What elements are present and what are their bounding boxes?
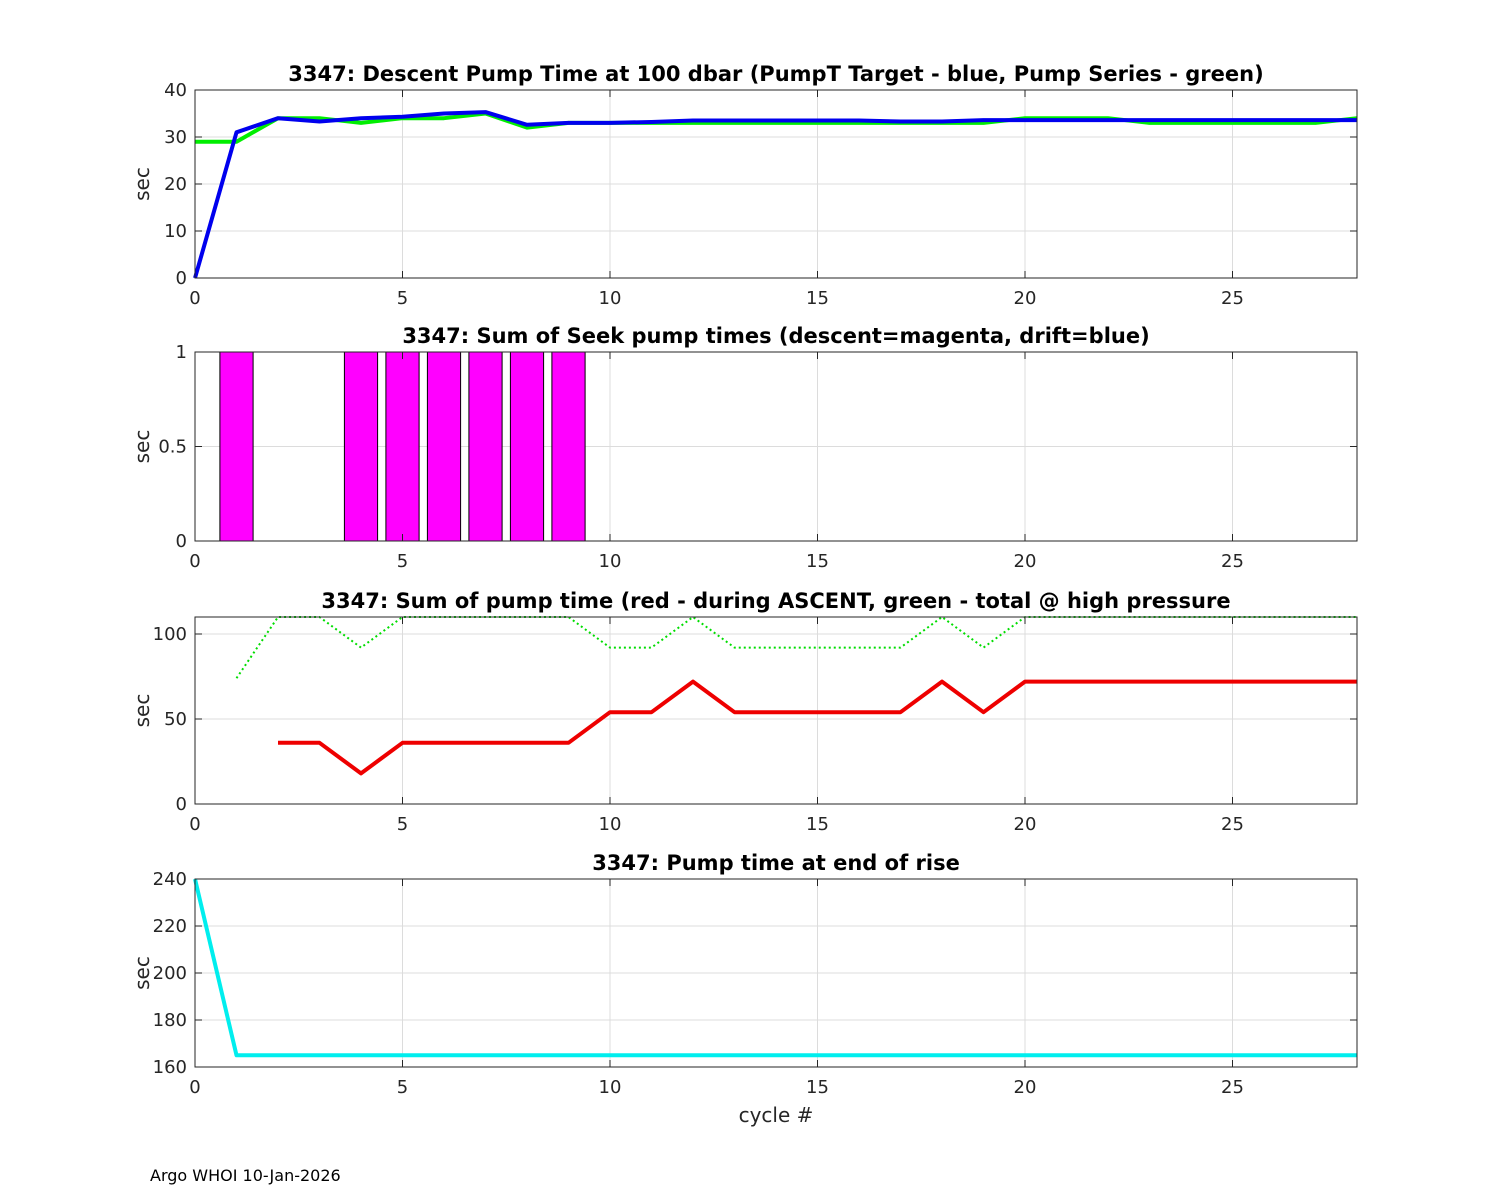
footer-text: Argo WHOI 10-Jan-2026	[150, 1166, 341, 1185]
x-tick-label: 25	[1221, 814, 1244, 835]
bar-5	[468, 351, 503, 542]
chart-title: 3347: Sum of Seek pump times (descent=ma…	[402, 324, 1149, 348]
x-tick-label: 5	[397, 551, 408, 572]
y-tick-label: 0	[176, 794, 187, 815]
x-tick-label: 0	[189, 288, 200, 309]
y-tick-label: 50	[164, 709, 187, 730]
y-tick-label: 160	[153, 1057, 187, 1078]
axes-frame	[194, 616, 1358, 805]
bar-1	[219, 351, 254, 542]
y-tick-label: 30	[164, 127, 187, 148]
x-tick-label: 5	[397, 1077, 408, 1098]
bar-4	[426, 351, 462, 542]
y-tick-label: 20	[164, 174, 187, 195]
x-tick-label: 15	[806, 814, 829, 835]
x-tick-label: 15	[806, 1077, 829, 1098]
y-tick-label: 100	[153, 624, 187, 645]
x-tick-label: 0	[189, 551, 200, 572]
y-axis-label: sec	[130, 167, 154, 201]
bar-2	[343, 351, 379, 542]
y-tick-label: 180	[153, 1010, 187, 1031]
x-tick-label: 20	[1014, 814, 1037, 835]
series-line-1	[193, 878, 1357, 1058]
bar-3	[385, 351, 420, 542]
series-line-2	[193, 110, 1357, 279]
y-tick-label: 200	[153, 963, 187, 984]
series-line-2	[278, 679, 1357, 776]
y-tick-label: 0	[176, 268, 187, 289]
y-tick-label: 220	[153, 916, 187, 937]
x-tick-label: 10	[599, 1077, 622, 1098]
x-tick-label: 20	[1014, 551, 1037, 572]
panel-2: 0 5 10 15 20 25 0 0.5 1 3347: Sum of Seek pump ti…	[130, 324, 1358, 572]
x-tick-label: 0	[189, 814, 200, 835]
panel-4: 0 5 10 15 20 25 160 180 200 220 240 3347: Pump time…	[130, 851, 1358, 1127]
panel-1: 0 5 10 15 20 25 0 10 20 30 40 3347: Descent Pump Ti…	[130, 62, 1358, 309]
y-tick-label: 1	[176, 342, 187, 363]
x-tick-label: 15	[806, 551, 829, 572]
x-tick-label: 25	[1221, 551, 1244, 572]
x-tick-label: 20	[1014, 1077, 1037, 1098]
x-tick-label: 10	[599, 551, 622, 572]
y-tick-label: 0	[176, 531, 187, 552]
x-axis-label: cycle #	[739, 1103, 814, 1127]
chart-title: 3347: Descent Pump Time at 100 dbar (Pum…	[288, 62, 1263, 86]
bar-7	[551, 351, 586, 542]
bar-6	[509, 351, 545, 542]
x-tick-label: 0	[189, 1077, 200, 1098]
x-tick-label: 10	[599, 814, 622, 835]
y-tick-label: 0.5	[158, 437, 187, 458]
chart-title: 3347: Pump time at end of rise	[592, 851, 960, 875]
x-tick-label: 20	[1014, 288, 1037, 309]
chart-title: 3347: Sum of pump time (red - during ASC…	[321, 589, 1230, 613]
y-axis-label: sec	[130, 430, 154, 464]
x-tick-label: 15	[806, 288, 829, 309]
y-tick-label: 10	[164, 221, 187, 242]
y-axis-label: sec	[130, 694, 154, 728]
series-line-1	[195, 111, 1358, 144]
x-tick-label: 5	[397, 814, 408, 835]
x-tick-label: 5	[397, 288, 408, 309]
y-axis-label: sec	[130, 956, 154, 990]
panel-3: 0 5 10 15 20 25 0 50 100 3347: Sum of pump time (…	[130, 589, 1358, 835]
y-tick-label: 240	[153, 869, 187, 890]
x-tick-label: 25	[1221, 288, 1244, 309]
x-tick-label: 10	[599, 288, 622, 309]
y-tick-label: 40	[164, 80, 187, 101]
x-tick-label: 25	[1221, 1077, 1244, 1098]
